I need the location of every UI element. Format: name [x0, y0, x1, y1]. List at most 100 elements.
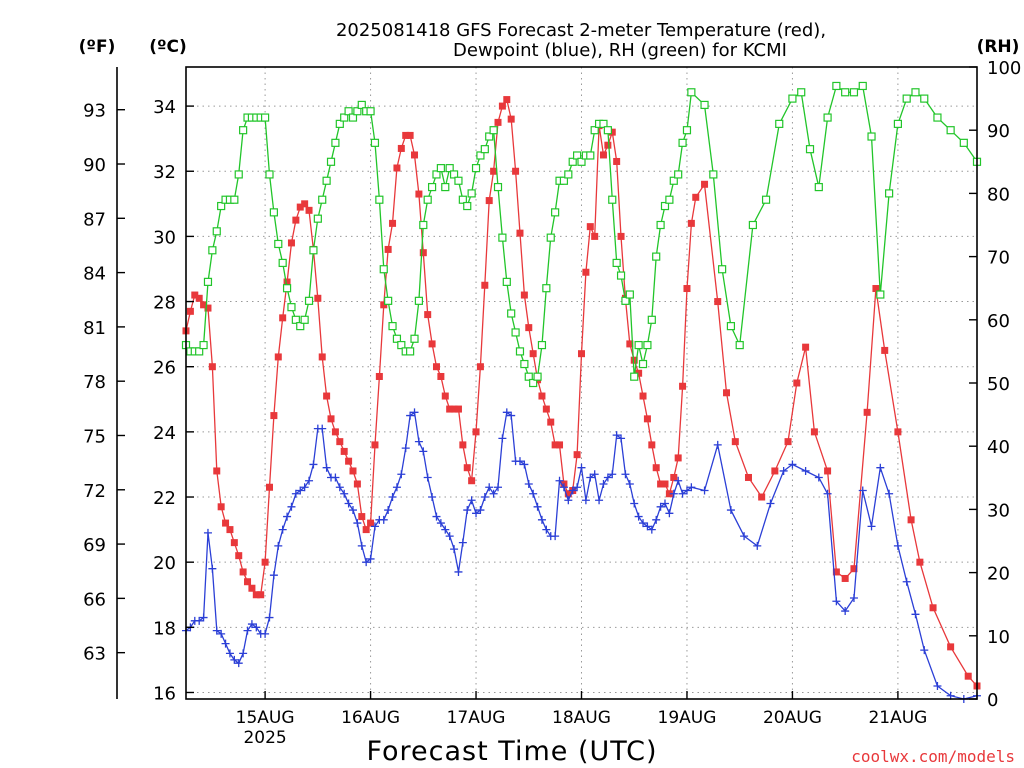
series-line — [185, 97, 978, 687]
data-point — [669, 489, 678, 498]
data-point — [432, 363, 440, 371]
data-point — [353, 480, 361, 488]
data-point — [309, 246, 318, 255]
data-point — [454, 176, 463, 185]
data-point — [788, 94, 797, 103]
data-point — [287, 502, 296, 511]
data-point — [573, 483, 582, 492]
data-point — [344, 107, 353, 116]
data-point — [230, 195, 239, 204]
data-point — [599, 119, 608, 128]
data-point — [682, 486, 691, 495]
rh-tick-label: 40 — [987, 437, 1010, 458]
data-point — [537, 340, 547, 350]
data-point — [608, 128, 616, 136]
data-point — [468, 477, 476, 485]
data-point — [344, 499, 353, 508]
data-point — [494, 483, 503, 492]
data-point — [480, 493, 489, 502]
data-point — [476, 151, 485, 160]
data-point — [348, 506, 357, 515]
data-point — [370, 138, 380, 147]
data-point — [235, 552, 243, 560]
data-point — [805, 145, 815, 154]
data-point — [340, 489, 349, 498]
data-point — [946, 126, 955, 135]
data-point — [885, 489, 894, 498]
data-point — [239, 568, 247, 576]
data-point — [516, 229, 524, 237]
data-point — [832, 568, 840, 576]
data-point — [515, 457, 524, 466]
data-point — [217, 201, 226, 211]
data-point — [327, 415, 335, 423]
data-point — [916, 558, 924, 566]
data-point — [485, 483, 494, 492]
data-point — [336, 438, 344, 446]
data-point — [380, 301, 388, 309]
data-point — [661, 480, 669, 488]
axes-layer: 16 18 20 22 24 26 28 30 32 34 63 66 69 72 75 78 81 84 87 90… — [83, 58, 1021, 748]
data-point — [441, 525, 450, 534]
data-point — [322, 176, 331, 185]
fahrenheit-tick-label: 78 — [83, 372, 106, 393]
data-point — [538, 392, 546, 400]
data-point — [639, 392, 647, 400]
data-point — [814, 182, 823, 192]
data-point — [261, 558, 269, 566]
data-point — [643, 415, 651, 423]
data-point — [793, 379, 801, 387]
data-point — [744, 473, 752, 481]
data-point — [546, 233, 555, 242]
data-point — [630, 356, 638, 364]
data-point — [863, 408, 871, 416]
x-tick-label: 15AUG — [236, 708, 295, 728]
data-point — [652, 252, 661, 261]
data-point — [788, 460, 797, 469]
fahrenheit-tick-label: 63 — [83, 644, 106, 665]
data-point — [230, 655, 239, 664]
data-point — [296, 322, 305, 331]
data-point — [402, 131, 410, 139]
data-point — [533, 502, 542, 511]
data-point — [191, 291, 199, 299]
data-point — [458, 538, 467, 547]
data-point — [520, 291, 528, 299]
data-point — [894, 428, 902, 436]
data-point — [212, 626, 221, 635]
series-line — [185, 411, 978, 700]
data-point — [449, 170, 459, 179]
data-point — [494, 118, 502, 126]
data-point — [436, 164, 445, 173]
series-2-meter-temperature — [182, 96, 981, 690]
data-point — [524, 479, 533, 488]
data-point — [524, 372, 533, 381]
data-point — [687, 219, 695, 227]
data-point — [850, 565, 858, 573]
data-point — [467, 496, 476, 505]
data-point — [305, 206, 313, 214]
data-point — [533, 372, 542, 381]
data-point — [559, 483, 568, 492]
data-point — [599, 151, 607, 159]
data-point — [625, 479, 634, 488]
data-point — [502, 408, 511, 417]
data-point — [269, 208, 278, 217]
data-point — [203, 528, 212, 537]
data-point — [397, 340, 406, 350]
data-point — [331, 138, 340, 147]
data-point — [257, 591, 265, 599]
data-point — [345, 457, 353, 465]
data-point — [648, 441, 656, 449]
data-point — [265, 170, 274, 179]
data-point — [731, 438, 739, 446]
data-point — [195, 294, 203, 302]
chart-subtitle: Dewpoint (blue), RH (green) for KCMI — [453, 40, 787, 61]
fahrenheit-tick-label: 75 — [83, 426, 106, 447]
data-point — [542, 405, 550, 413]
data-point — [472, 428, 480, 436]
data-point — [388, 493, 397, 502]
data-point — [512, 167, 520, 175]
data-point — [832, 597, 841, 606]
data-point — [349, 467, 357, 475]
